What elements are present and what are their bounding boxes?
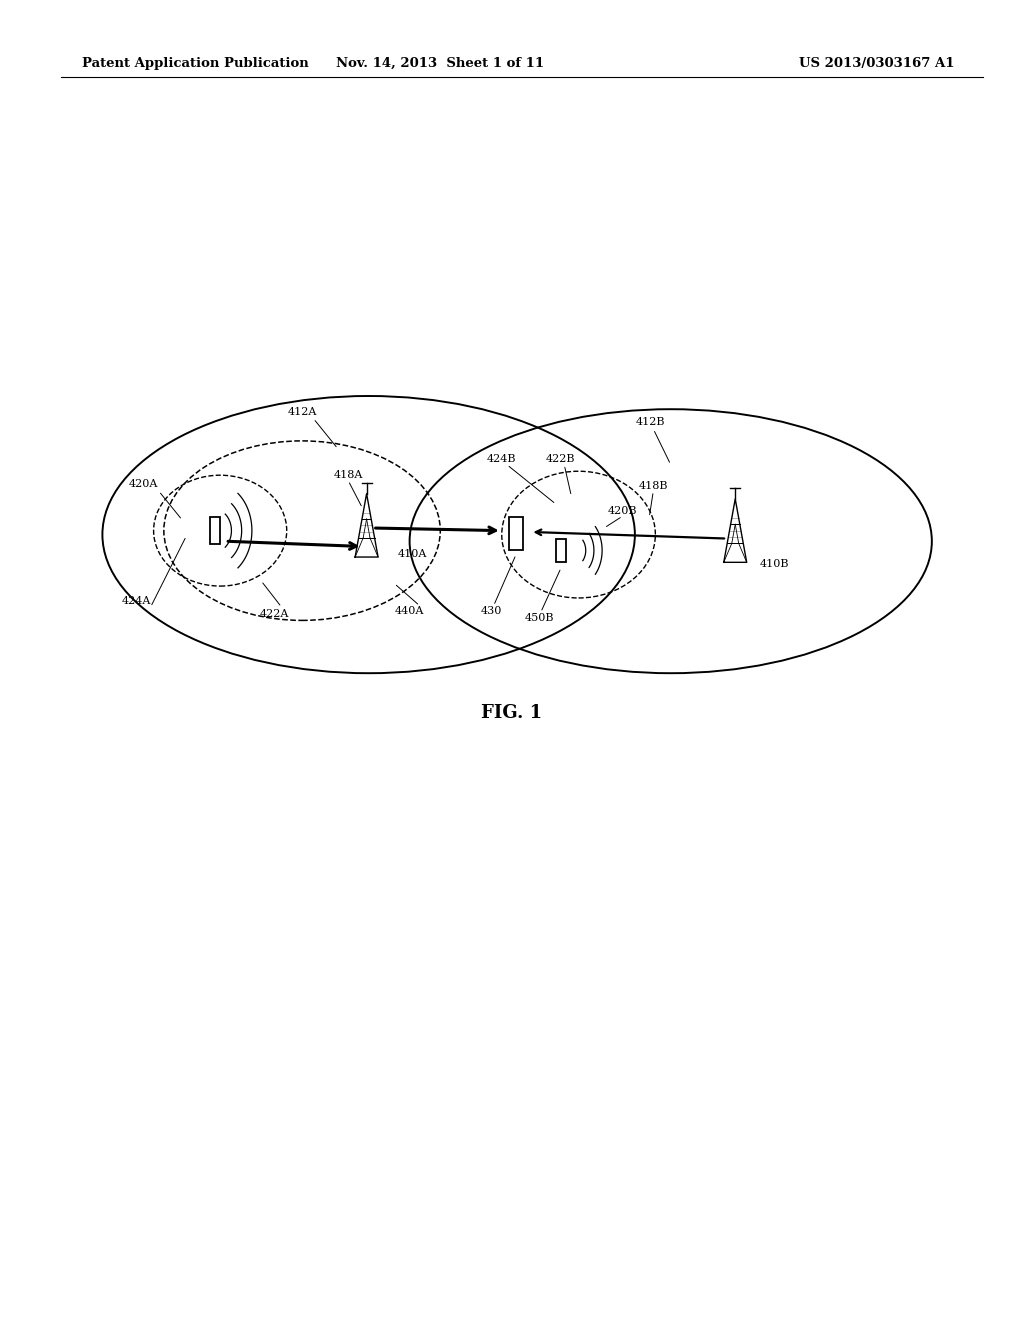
- Text: 450B: 450B: [525, 612, 554, 623]
- Text: Nov. 14, 2013  Sheet 1 of 11: Nov. 14, 2013 Sheet 1 of 11: [336, 57, 545, 70]
- Text: US 2013/0303167 A1: US 2013/0303167 A1: [799, 57, 954, 70]
- Text: 430: 430: [481, 606, 502, 616]
- Text: 410B: 410B: [760, 558, 790, 569]
- Text: 412A: 412A: [288, 407, 316, 417]
- Text: 422A: 422A: [260, 609, 289, 619]
- Text: 410A: 410A: [397, 549, 427, 560]
- Bar: [510, 516, 522, 549]
- Bar: [556, 539, 566, 562]
- Text: 412B: 412B: [636, 417, 665, 428]
- Text: FIG. 1: FIG. 1: [481, 704, 543, 722]
- Bar: [210, 517, 220, 544]
- Text: 418A: 418A: [334, 470, 362, 480]
- Text: 424A: 424A: [122, 595, 151, 606]
- Text: 418B: 418B: [639, 480, 668, 491]
- Text: 420B: 420B: [608, 506, 637, 516]
- Text: Patent Application Publication: Patent Application Publication: [82, 57, 308, 70]
- Text: 420A: 420A: [129, 479, 158, 490]
- Text: 424B: 424B: [487, 454, 516, 465]
- Text: 440A: 440A: [395, 606, 424, 616]
- Text: 422B: 422B: [546, 454, 574, 465]
